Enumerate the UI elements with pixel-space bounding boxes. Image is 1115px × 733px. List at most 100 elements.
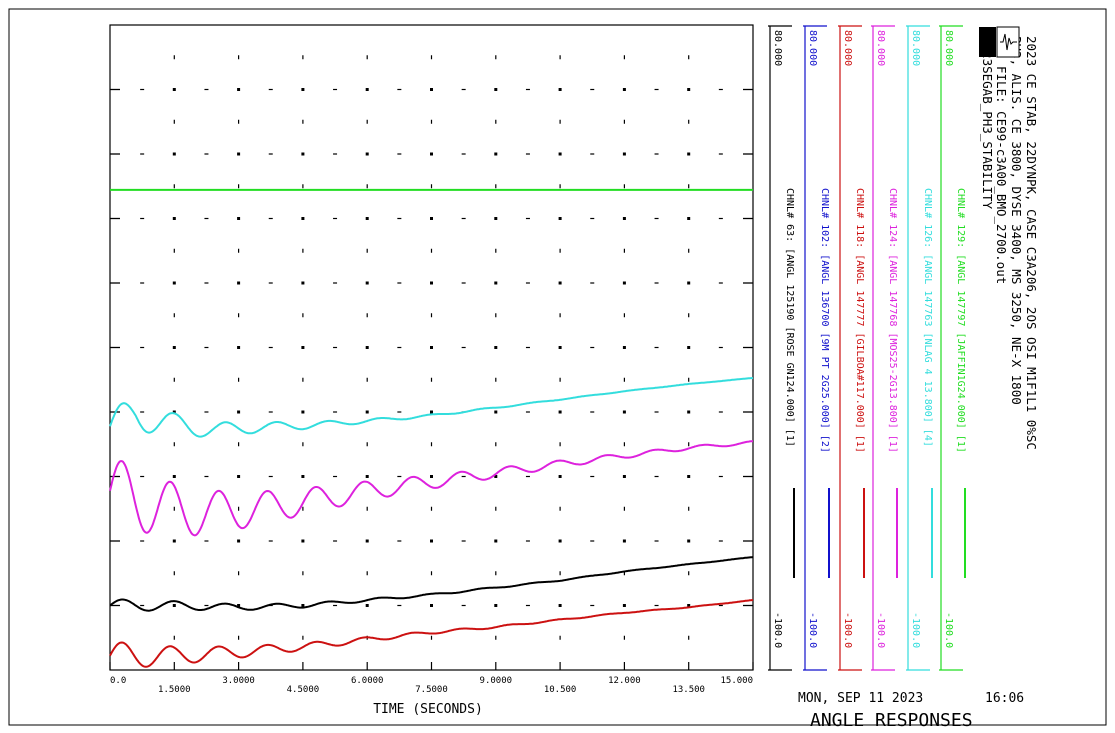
grid-dash xyxy=(302,119,304,124)
grid-cross xyxy=(687,281,691,285)
grid-dash xyxy=(173,635,175,640)
grid-cross xyxy=(172,475,176,478)
grid-dash xyxy=(430,55,433,60)
grid-cross xyxy=(301,410,305,414)
grid-dash xyxy=(718,475,723,478)
grid-cross xyxy=(558,539,562,543)
grid-cross xyxy=(494,152,498,156)
grid-dash xyxy=(718,411,723,413)
grid-cross xyxy=(430,281,433,285)
grid-dash xyxy=(718,540,723,542)
grid-dash xyxy=(397,153,402,155)
grid-cross xyxy=(365,346,369,349)
grid-cross xyxy=(558,410,562,414)
grid-dash xyxy=(430,248,433,253)
grid-cross xyxy=(622,539,626,543)
grid-dash xyxy=(268,88,273,91)
grid-dash xyxy=(590,604,595,607)
grid-cross xyxy=(622,410,626,414)
grid-cross xyxy=(558,152,562,156)
grid-cross xyxy=(301,604,305,607)
grid-cross xyxy=(430,604,433,607)
header-line-3: FILE: CE99-c3A00_BMO_2700.out xyxy=(994,66,1009,284)
grid-dash xyxy=(302,442,304,447)
grid-cross xyxy=(172,539,176,543)
grid-dash xyxy=(238,442,240,447)
grid-cross xyxy=(494,410,498,414)
grid-dash xyxy=(204,411,209,413)
grid-cross xyxy=(172,217,176,220)
x-tick-label: 10.500 xyxy=(544,685,577,695)
legend-min-label: -100.0 xyxy=(772,612,783,648)
grid-cross xyxy=(172,604,176,607)
grid-cross xyxy=(494,539,498,543)
grid-dash xyxy=(173,119,175,124)
legend-min-label: -100.0 xyxy=(943,612,954,648)
grid-cross xyxy=(687,539,691,543)
grid-cross xyxy=(622,346,626,349)
grid-dash xyxy=(461,540,466,542)
grid-dash xyxy=(688,571,690,576)
grid-dash xyxy=(397,475,402,478)
grid-dash xyxy=(495,506,497,511)
grid-dash xyxy=(140,540,145,542)
grid-cross xyxy=(301,152,305,156)
grid-dash xyxy=(333,475,338,478)
grid-cross xyxy=(237,152,241,156)
grid-dash xyxy=(397,217,402,220)
grid-dash xyxy=(173,55,175,60)
grid-dash xyxy=(333,346,338,349)
grid-dash xyxy=(366,313,368,318)
grid-dash xyxy=(140,88,145,91)
grid-dash xyxy=(654,217,659,220)
grid-cross xyxy=(687,475,691,478)
grid-dash xyxy=(140,475,145,478)
grid-cross xyxy=(687,346,691,349)
grid-dash xyxy=(525,411,530,413)
grid-dash xyxy=(238,506,240,511)
x-tick-label: 9.0000 xyxy=(480,676,513,686)
grid-dash xyxy=(366,571,368,576)
grid-dash xyxy=(718,88,723,91)
grid-dash xyxy=(590,475,595,478)
grid-dash xyxy=(590,88,595,91)
grid-cross xyxy=(237,410,241,414)
grid-dash xyxy=(268,217,273,220)
grid-dash xyxy=(204,88,209,91)
series-line xyxy=(109,556,754,612)
grid-dash xyxy=(559,313,561,318)
series-line xyxy=(109,599,754,668)
grid-cross xyxy=(558,346,562,349)
grid-dash xyxy=(461,217,466,220)
header-block: 2023 CE STAB, 22DYNPK, CASE C3A206, 2OS … xyxy=(980,36,1039,450)
grid-cross xyxy=(494,604,498,607)
grid-dash xyxy=(204,475,209,478)
series-lines xyxy=(109,188,754,668)
grid-dash xyxy=(559,635,561,640)
grid-cross xyxy=(494,346,498,349)
grid-cross xyxy=(365,217,369,220)
legend-max-label: 80.000 xyxy=(772,30,783,66)
grid-dash xyxy=(302,248,304,253)
grid-dash xyxy=(688,442,690,447)
legend-max-label: 80.000 xyxy=(943,30,954,66)
grid-dash xyxy=(302,506,304,511)
grid-dash xyxy=(688,184,690,189)
grid-dash xyxy=(238,184,240,189)
grid-dash xyxy=(654,346,659,349)
legend-min-label: -100.0 xyxy=(807,612,818,648)
grid-dash xyxy=(623,119,625,124)
grid-dash xyxy=(302,635,304,640)
legend-max-label: 80.000 xyxy=(875,30,886,66)
x-tick-label: 1.5000 xyxy=(158,685,191,695)
x-tick-label: 6.0000 xyxy=(351,676,384,686)
grid-dash xyxy=(268,475,273,478)
grid-dash xyxy=(238,377,240,382)
grid-dash xyxy=(559,55,561,60)
grid-dash xyxy=(366,377,368,382)
grid-dash xyxy=(397,346,402,349)
grid-dash xyxy=(204,282,209,284)
legend-channel-label: CHNL# 124: [ANGL 147768 [MOS25-2G13.800]… xyxy=(887,188,898,453)
grid-cross xyxy=(687,604,691,607)
grid-cross xyxy=(687,88,691,91)
